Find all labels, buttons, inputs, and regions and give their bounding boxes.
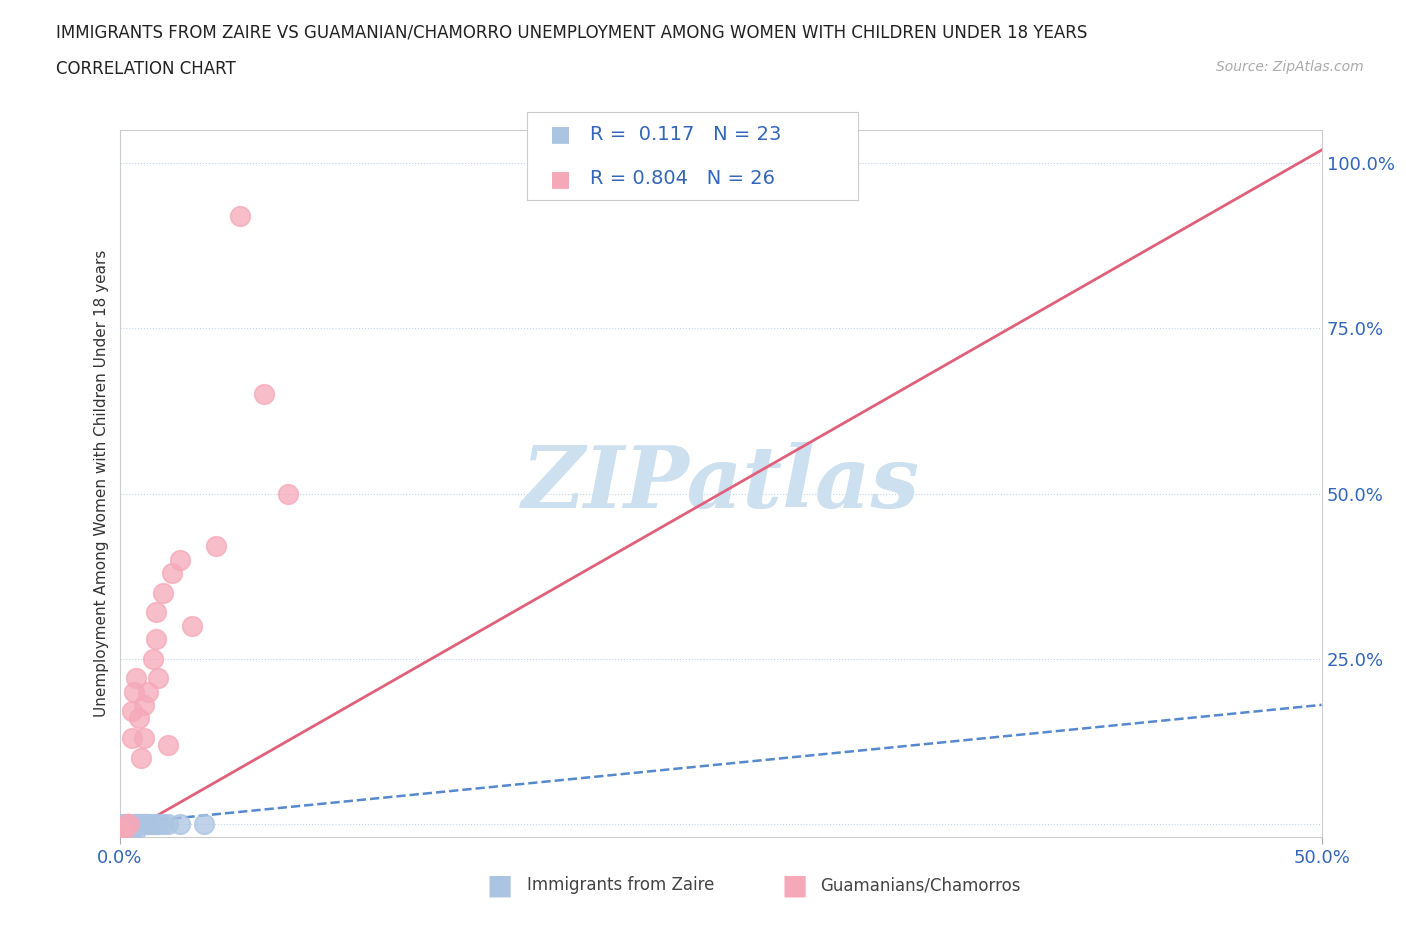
Point	[115, 817, 138, 831]
Text: Immigrants from Zaire: Immigrants from Zaire	[527, 876, 714, 895]
Point	[156, 817, 179, 831]
Point	[277, 486, 299, 501]
Text: CORRELATION CHART: CORRELATION CHART	[56, 60, 236, 78]
Point	[112, 823, 135, 838]
Point	[121, 823, 143, 838]
Point	[121, 823, 143, 838]
Point	[253, 387, 276, 402]
Text: R = 0.804   N = 26: R = 0.804 N = 26	[591, 169, 775, 188]
Point	[169, 817, 191, 831]
Point	[135, 817, 157, 831]
Point	[121, 730, 143, 745]
Text: IMMIGRANTS FROM ZAIRE VS GUAMANIAN/CHAMORRO UNEMPLOYMENT AMONG WOMEN WITH CHILDR: IMMIGRANTS FROM ZAIRE VS GUAMANIAN/CHAMO…	[56, 23, 1088, 41]
Point	[193, 817, 215, 831]
Text: ZIPatlas: ZIPatlas	[522, 442, 920, 525]
Text: Source: ZipAtlas.com: Source: ZipAtlas.com	[1216, 60, 1364, 74]
Point	[129, 817, 152, 831]
Text: ■: ■	[782, 871, 807, 899]
Point	[121, 704, 143, 719]
Point	[122, 817, 145, 831]
Point	[122, 684, 145, 699]
Point	[108, 823, 131, 838]
Y-axis label: Unemployment Among Women with Children Under 18 years: Unemployment Among Women with Children U…	[94, 250, 110, 717]
Point	[125, 823, 148, 838]
Point	[142, 817, 165, 831]
Point	[118, 817, 141, 831]
Point	[132, 698, 155, 712]
Point	[132, 817, 155, 831]
Point	[146, 671, 169, 686]
Point	[204, 538, 226, 553]
Point	[128, 711, 150, 725]
Point	[115, 817, 138, 831]
Point	[112, 817, 135, 831]
Point	[162, 565, 184, 580]
Point	[132, 817, 155, 831]
Point	[132, 730, 155, 745]
Point	[169, 552, 191, 567]
Point	[139, 817, 162, 831]
Text: ■: ■	[550, 168, 571, 189]
Text: R =  0.117   N = 23: R = 0.117 N = 23	[591, 125, 782, 144]
Point	[145, 817, 167, 831]
Point	[156, 737, 179, 752]
Text: ■: ■	[550, 125, 571, 144]
Point	[180, 618, 202, 633]
Point	[138, 684, 160, 699]
Point	[142, 651, 165, 666]
Text: Guamanians/Chamorros: Guamanians/Chamorros	[820, 876, 1021, 895]
Point	[108, 817, 131, 831]
Text: ■: ■	[486, 871, 512, 899]
Point	[125, 817, 148, 831]
Point	[145, 605, 167, 620]
Point	[125, 671, 148, 686]
Point	[152, 585, 174, 600]
Point	[138, 817, 160, 831]
Point	[228, 208, 252, 223]
Point	[146, 817, 169, 831]
Point	[129, 751, 152, 765]
Point	[145, 631, 167, 646]
Point	[152, 817, 174, 831]
Point	[128, 817, 150, 831]
Point	[118, 817, 141, 831]
